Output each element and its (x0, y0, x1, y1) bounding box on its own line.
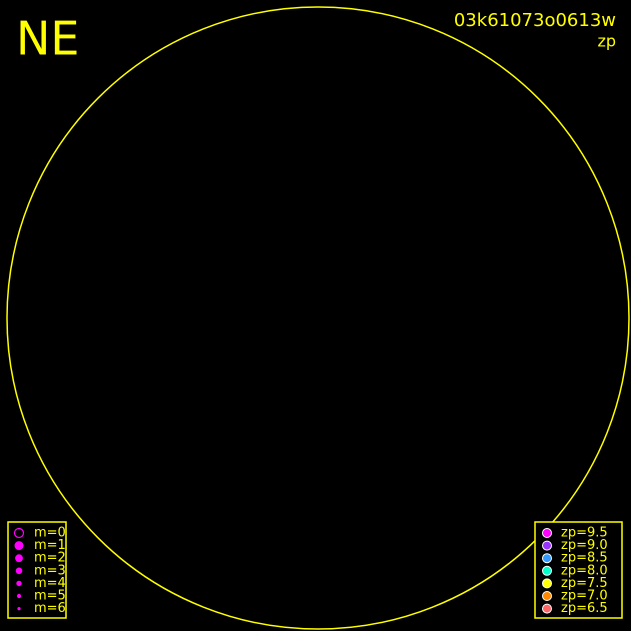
magnitude-symbol (17, 606, 21, 611)
zp-label: zp=6.5 (561, 601, 608, 616)
magnitude-label: m=6 (34, 601, 66, 616)
zp-swatch (542, 591, 552, 601)
zp-label: zp=9.0 (561, 538, 608, 553)
magnitude-symbol (14, 541, 24, 551)
zp-label: zp=8.5 (561, 551, 608, 566)
magnitude-label: m=3 (34, 563, 66, 578)
magnitude-label: m=4 (34, 576, 66, 591)
magnitude-label: m=0 (34, 526, 66, 541)
zp-swatch (542, 603, 552, 614)
magnitude-symbol (13, 527, 25, 539)
zp-label: zp=8.0 (561, 563, 608, 578)
legends: m=0m=1m=2m=3m=4m=5m=6zp=9.5zp=9.0zp=8.5z… (13, 526, 608, 616)
zp-label: zp=7.5 (561, 576, 608, 591)
color-key-label: zp (597, 32, 616, 51)
corner-label: NE (16, 12, 79, 66)
zp-label: zp=7.0 (561, 589, 608, 604)
horizon-circle (6, 6, 630, 630)
zp-swatch (542, 528, 552, 538)
zp-swatch (542, 553, 552, 564)
magnitude-symbol (16, 593, 22, 599)
zp-swatch (542, 540, 552, 551)
magnitude-label: m=1 (34, 538, 66, 553)
magnitude-symbol (15, 554, 23, 563)
magnitude-symbol (16, 580, 22, 587)
image-id: 03k61073o0613w (454, 10, 616, 31)
magnitude-symbol (15, 567, 23, 575)
zp-swatch (542, 565, 552, 576)
zp-label: zp=9.5 (561, 526, 608, 541)
zp-swatch (542, 578, 552, 589)
magnitude-label: m=2 (34, 551, 66, 566)
magnitude-label: m=5 (34, 589, 66, 604)
